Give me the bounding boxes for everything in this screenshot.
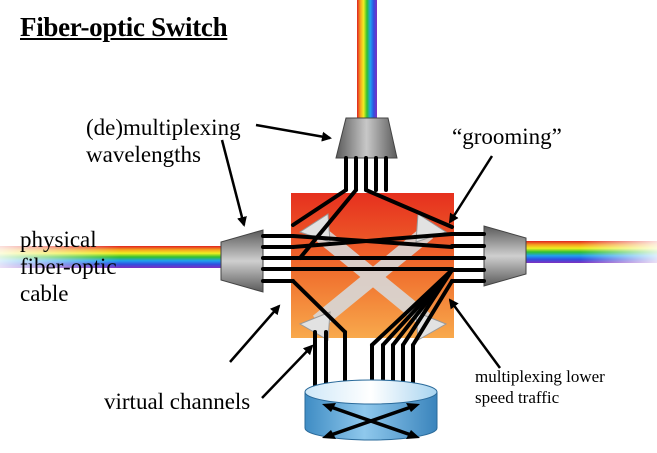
- label-demultiplexing-line2: wavelengths: [86, 142, 201, 167]
- label-physical-line3: cable: [20, 281, 69, 306]
- rainbow-fiber-icon: [0, 0, 657, 268]
- label-physical-line1: physical: [20, 227, 97, 252]
- prism-demux-icon: [220, 117, 527, 293]
- label-physical-cable: physical fiber-optic cable: [20, 226, 117, 307]
- label-grooming: “grooming”: [452, 124, 562, 149]
- crossbar-switch-icon: [291, 193, 454, 341]
- label-virtual-channels: virtual channels: [104, 389, 251, 414]
- label-demultiplexing-line1: (de)multiplexing: [86, 115, 241, 140]
- label-mux-line2: speed traffic: [475, 388, 560, 407]
- label-mux-line1: multiplexing lower: [475, 367, 605, 386]
- label-demultiplexing: (de)multiplexing wavelengths: [86, 114, 241, 168]
- diagram-title: Fiber-optic Switch: [20, 12, 228, 42]
- label-multiplexing-traffic: multiplexing lower speed traffic: [475, 366, 605, 408]
- annotation-arrows: [220, 123, 502, 399]
- label-physical-line2: fiber-optic: [20, 254, 117, 279]
- router-icon: [304, 379, 438, 441]
